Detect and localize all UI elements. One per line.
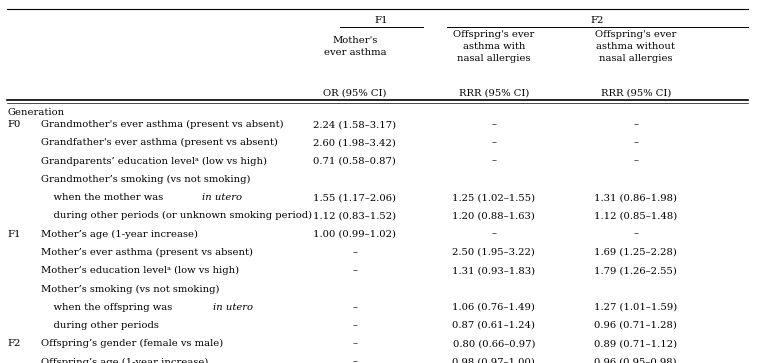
Text: 1.06 (0.76–1.49): 1.06 (0.76–1.49)	[453, 303, 535, 312]
Text: 0.96 (0.95–0.98): 0.96 (0.95–0.98)	[594, 358, 677, 363]
Text: 1.25 (1.02–1.55): 1.25 (1.02–1.55)	[453, 193, 535, 202]
Text: –: –	[491, 138, 496, 147]
Text: Generation: Generation	[8, 108, 64, 117]
Text: 0.89 (0.71–1.12): 0.89 (0.71–1.12)	[594, 339, 678, 348]
Text: –: –	[633, 230, 638, 239]
Text: 0.71 (0.58–0.87): 0.71 (0.58–0.87)	[313, 157, 396, 166]
Text: –: –	[352, 266, 357, 275]
Text: –: –	[352, 248, 357, 257]
Text: –: –	[352, 358, 357, 363]
Text: –: –	[633, 120, 638, 129]
Text: RRR (95% CI): RRR (95% CI)	[459, 88, 529, 97]
Text: Mother’s ever asthma (present vs absent): Mother’s ever asthma (present vs absent)	[41, 248, 252, 257]
Text: 2.24 (1.58–3.17): 2.24 (1.58–3.17)	[313, 120, 396, 129]
Text: –: –	[352, 321, 357, 330]
Text: in utero: in utero	[202, 193, 242, 202]
Text: –: –	[633, 138, 638, 147]
Text: 0.87 (0.61–1.24): 0.87 (0.61–1.24)	[453, 321, 535, 330]
Text: Mother’s smoking (vs not smoking): Mother’s smoking (vs not smoking)	[41, 284, 219, 294]
Text: F2: F2	[8, 339, 20, 348]
Text: Grandmother’s smoking (vs not smoking): Grandmother’s smoking (vs not smoking)	[41, 175, 250, 184]
Text: 1.00 (0.99–1.02): 1.00 (0.99–1.02)	[313, 230, 396, 239]
Text: Mother’s education levelᵃ (low vs high): Mother’s education levelᵃ (low vs high)	[41, 266, 239, 275]
Text: Mother’s age (1-year increase): Mother’s age (1-year increase)	[41, 230, 198, 239]
Text: –: –	[352, 303, 357, 312]
Text: –: –	[491, 230, 496, 239]
Text: –: –	[491, 120, 496, 129]
Text: –: –	[352, 339, 357, 348]
Text: F1: F1	[8, 230, 21, 239]
Text: 1.69 (1.25–2.28): 1.69 (1.25–2.28)	[594, 248, 677, 257]
Text: 1.31 (0.93–1.83): 1.31 (0.93–1.83)	[453, 266, 535, 275]
Text: F2: F2	[590, 16, 604, 25]
Text: 1.12 (0.85–1.48): 1.12 (0.85–1.48)	[594, 211, 678, 220]
Text: 2.50 (1.95–3.22): 2.50 (1.95–3.22)	[453, 248, 535, 257]
Text: Grandfather's ever asthma (present vs absent): Grandfather's ever asthma (present vs ab…	[41, 138, 277, 147]
Text: Offspring’s age (1-year increase): Offspring’s age (1-year increase)	[41, 358, 208, 363]
Text: 0.80 (0.66–0.97): 0.80 (0.66–0.97)	[453, 339, 535, 348]
Text: Offspring's ever
asthma without
nasal allergies: Offspring's ever asthma without nasal al…	[595, 30, 676, 63]
Text: 2.60 (1.98–3.42): 2.60 (1.98–3.42)	[313, 138, 396, 147]
Text: Grandmother's ever asthma (present vs absent): Grandmother's ever asthma (present vs ab…	[41, 120, 283, 129]
Text: when the mother was: when the mother was	[41, 193, 166, 202]
Text: RRR (95% CI): RRR (95% CI)	[600, 88, 671, 97]
Text: –: –	[491, 157, 496, 166]
Text: –: –	[633, 157, 638, 166]
Text: 1.31 (0.86–1.98): 1.31 (0.86–1.98)	[594, 193, 678, 202]
Text: 1.20 (0.88–1.63): 1.20 (0.88–1.63)	[453, 211, 535, 220]
Text: in utero: in utero	[214, 303, 253, 312]
Text: 1.79 (1.26–2.55): 1.79 (1.26–2.55)	[594, 266, 677, 275]
Text: 1.27 (1.01–1.59): 1.27 (1.01–1.59)	[594, 303, 678, 312]
Text: Offspring’s gender (female vs male): Offspring’s gender (female vs male)	[41, 339, 223, 348]
Text: 1.55 (1.17–2.06): 1.55 (1.17–2.06)	[313, 193, 396, 202]
Text: during other periods (or unknown smoking period): during other periods (or unknown smoking…	[41, 211, 312, 220]
Text: Grandparents’ education levelᵃ (low vs high): Grandparents’ education levelᵃ (low vs h…	[41, 156, 267, 166]
Text: 1.12 (0.83–1.52): 1.12 (0.83–1.52)	[313, 211, 396, 220]
Text: 0.98 (0.97–1.00): 0.98 (0.97–1.00)	[453, 358, 535, 363]
Text: F1: F1	[374, 16, 388, 25]
Text: F0: F0	[8, 120, 20, 129]
Text: during other periods: during other periods	[41, 321, 158, 330]
Text: OR (95% CI): OR (95% CI)	[323, 88, 387, 97]
Text: Mother's
ever asthma: Mother's ever asthma	[324, 36, 386, 57]
Text: when the offspring was: when the offspring was	[41, 303, 175, 312]
Text: Offspring's ever
asthma with
nasal allergies: Offspring's ever asthma with nasal aller…	[453, 30, 534, 63]
Text: 0.96 (0.71–1.28): 0.96 (0.71–1.28)	[594, 321, 677, 330]
